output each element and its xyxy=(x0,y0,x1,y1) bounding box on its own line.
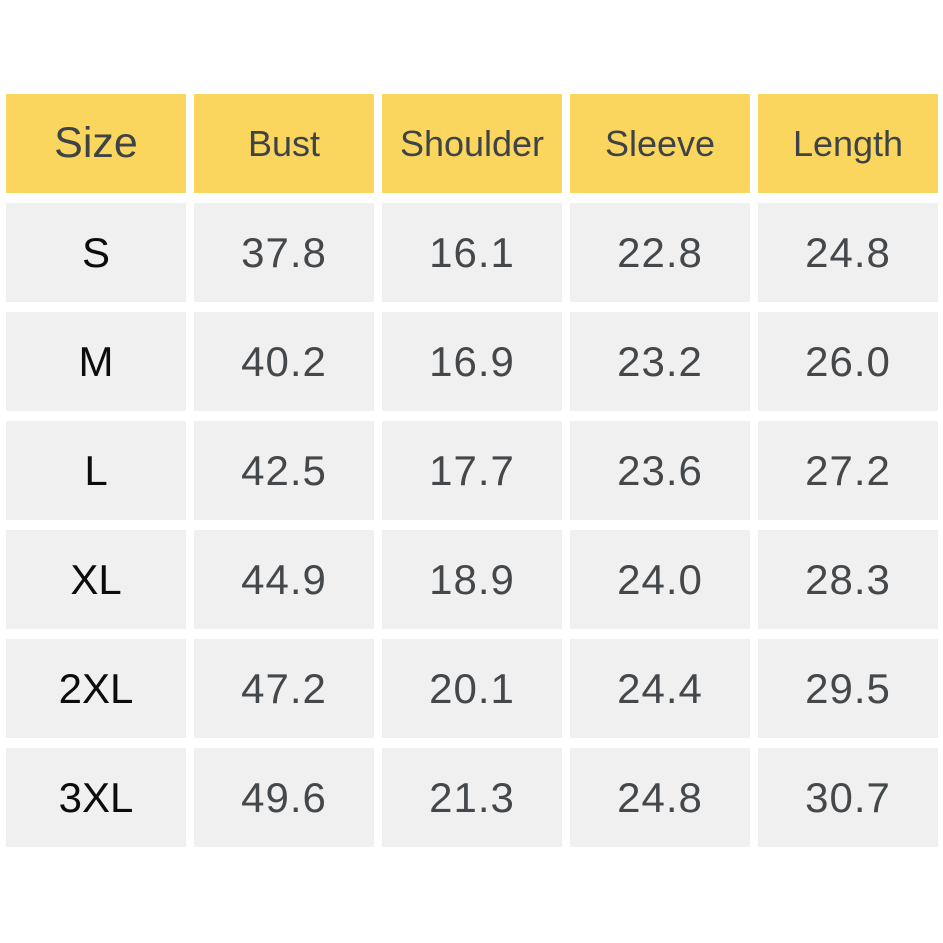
column-header-shoulder: Shoulder xyxy=(382,94,562,193)
bust-value: 47.2 xyxy=(194,639,374,738)
sleeve-value: 24.8 xyxy=(570,748,750,847)
column-header-length: Length xyxy=(758,94,938,193)
size-label: M xyxy=(6,312,186,411)
length-value: 26.0 xyxy=(758,312,938,411)
sleeve-value: 23.6 xyxy=(570,421,750,520)
column-header-size: Size xyxy=(6,94,186,193)
bust-value: 49.6 xyxy=(194,748,374,847)
shoulder-value: 16.9 xyxy=(382,312,562,411)
column-header-bust: Bust xyxy=(194,94,374,193)
shoulder-value: 17.7 xyxy=(382,421,562,520)
length-value: 24.8 xyxy=(758,203,938,302)
size-label: L xyxy=(6,421,186,520)
length-value: 30.7 xyxy=(758,748,938,847)
sleeve-value: 24.0 xyxy=(570,530,750,629)
shoulder-value: 21.3 xyxy=(382,748,562,847)
shoulder-value: 18.9 xyxy=(382,530,562,629)
bust-value: 40.2 xyxy=(194,312,374,411)
bust-value: 37.8 xyxy=(194,203,374,302)
size-chart-table: Size Bust Shoulder Sleeve Length S 37.8 … xyxy=(6,94,938,847)
bust-value: 42.5 xyxy=(194,421,374,520)
length-value: 28.3 xyxy=(758,530,938,629)
bust-value: 44.9 xyxy=(194,530,374,629)
length-value: 27.2 xyxy=(758,421,938,520)
size-label: S xyxy=(6,203,186,302)
sleeve-value: 24.4 xyxy=(570,639,750,738)
column-header-sleeve: Sleeve xyxy=(570,94,750,193)
size-label: 2XL xyxy=(6,639,186,738)
shoulder-value: 20.1 xyxy=(382,639,562,738)
length-value: 29.5 xyxy=(758,639,938,738)
sleeve-value: 23.2 xyxy=(570,312,750,411)
shoulder-value: 16.1 xyxy=(382,203,562,302)
size-label: 3XL xyxy=(6,748,186,847)
size-label: XL xyxy=(6,530,186,629)
sleeve-value: 22.8 xyxy=(570,203,750,302)
